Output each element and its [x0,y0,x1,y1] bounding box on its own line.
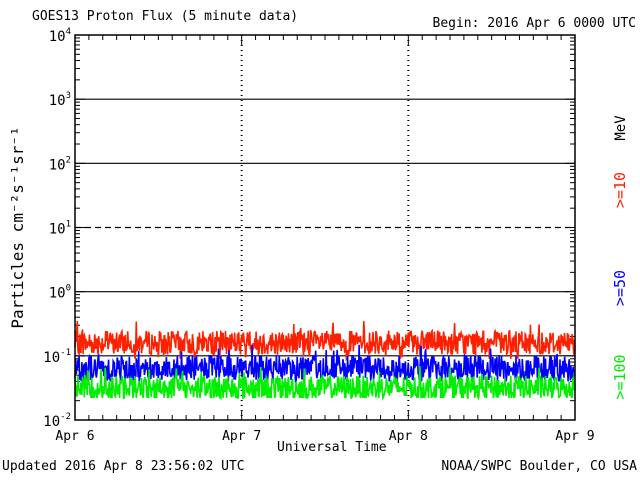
y-axis-title: Particles cm⁻²s⁻¹sr⁻¹ [8,126,27,328]
series-line [74,320,576,362]
series-legend-label: >=50 [611,270,629,306]
y-tick-label: 101 [49,220,71,238]
x-tick-label: Apr 7 [222,429,261,444]
updated-timestamp: Updated 2016 Apr 8 23:56:02 UTC [2,459,245,474]
x-tick-label: Apr 9 [555,429,594,444]
x-axis-title: Universal Time [277,440,387,455]
plot-frame [74,34,576,421]
y-tick-label: 103 [49,91,71,109]
y-tick-label: 104 [49,27,71,45]
chart-title: GOES13 Proton Flux (5 minute data) [32,9,299,24]
begin-time: Begin: 2016 Apr 6 0000 UTC [432,16,637,31]
y-tick-label: 10-2 [43,412,71,430]
x-tick-label: Apr 8 [389,429,428,444]
y-tick-label: 100 [49,284,71,302]
series-line [74,366,576,402]
y-tick-label: 10-1 [43,348,71,366]
series-legend-label: >=10 [611,172,629,208]
series-legend-label: >=100 [611,354,629,399]
series-line [74,344,576,384]
unit-label: MeV [613,115,629,141]
x-tick-label: Apr 6 [55,429,94,444]
y-tick-label: 102 [49,155,71,173]
credit-label: NOAA/SWPC Boulder, CO USA [441,459,637,474]
